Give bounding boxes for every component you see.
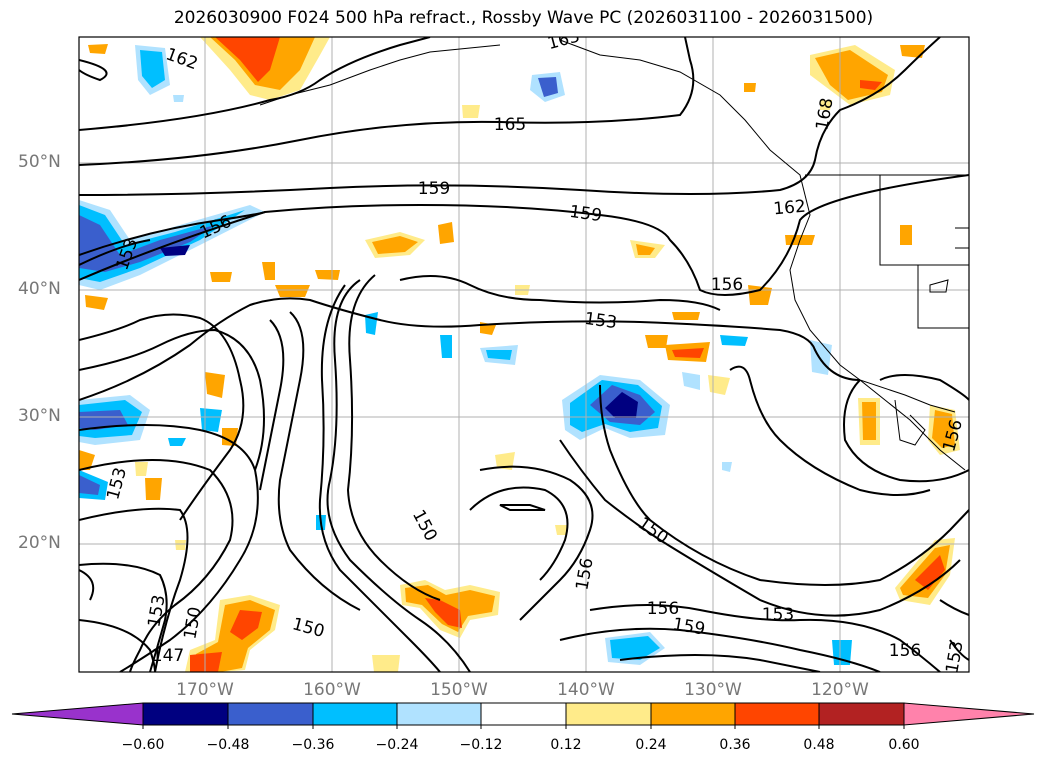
colorbar-tick-label: 0.60 (888, 737, 920, 753)
lon-label: 140°W (557, 680, 615, 700)
contour-label: 153 (583, 309, 618, 333)
colorbar-bin (312, 702, 398, 726)
colorbar-bin (396, 702, 482, 726)
colorbar-bin (818, 702, 905, 726)
colorbar-bin (480, 702, 567, 726)
map-title: 2026030900 F024 500 hPa refract., Rossby… (173, 8, 874, 28)
contour-label: 165 (494, 115, 526, 135)
colorbar-tick-label: 0.48 (803, 737, 835, 753)
lon-label: 170°W (176, 680, 234, 700)
lat-label: 50°N (18, 152, 61, 172)
colorbar (11, 702, 1035, 729)
colorbar-bin (565, 702, 652, 726)
lon-label: 150°W (430, 680, 488, 700)
lon-label: 120°W (811, 680, 869, 700)
contour-label: 156 (711, 275, 743, 295)
colorbar-bin (227, 702, 314, 726)
contour-label: 156 (647, 599, 679, 619)
lat-label: 40°N (18, 279, 61, 299)
colorbar-tick-label: −0.60 (121, 737, 165, 753)
contour-label: 159 (568, 202, 603, 226)
contour-label: 159 (418, 179, 450, 199)
lat-label: 30°N (18, 406, 61, 426)
colorbar-tick-label: 0.24 (635, 737, 667, 753)
contour-label: 156 (889, 641, 921, 661)
colorbar-tick-label: −0.48 (206, 737, 250, 753)
colorbar-tick-label: −0.24 (375, 737, 419, 753)
colorbar-tick-label: 0.36 (719, 737, 751, 753)
colorbar-extend-low (11, 702, 144, 726)
contour-label: 162 (773, 197, 807, 220)
map-frame (78, 36, 970, 673)
colorbar-bin (142, 702, 229, 726)
colorbar-tick-label: −0.36 (291, 737, 335, 753)
lat-label: 20°N (18, 533, 61, 553)
contour-label: 153 (762, 605, 794, 625)
colorbar-extend-high (903, 702, 1035, 726)
contour-lines (79, 37, 969, 672)
lon-label: 130°W (684, 680, 742, 700)
contour-label: 147 (152, 646, 184, 666)
colorbar-tick-label: −0.12 (459, 737, 503, 753)
contour-label: 153 (942, 639, 967, 674)
lon-label: 160°W (303, 680, 361, 700)
colorbar-bin (650, 702, 736, 726)
colorbar-bin (734, 702, 820, 726)
colorbar-tick-label: 0.12 (550, 737, 582, 753)
